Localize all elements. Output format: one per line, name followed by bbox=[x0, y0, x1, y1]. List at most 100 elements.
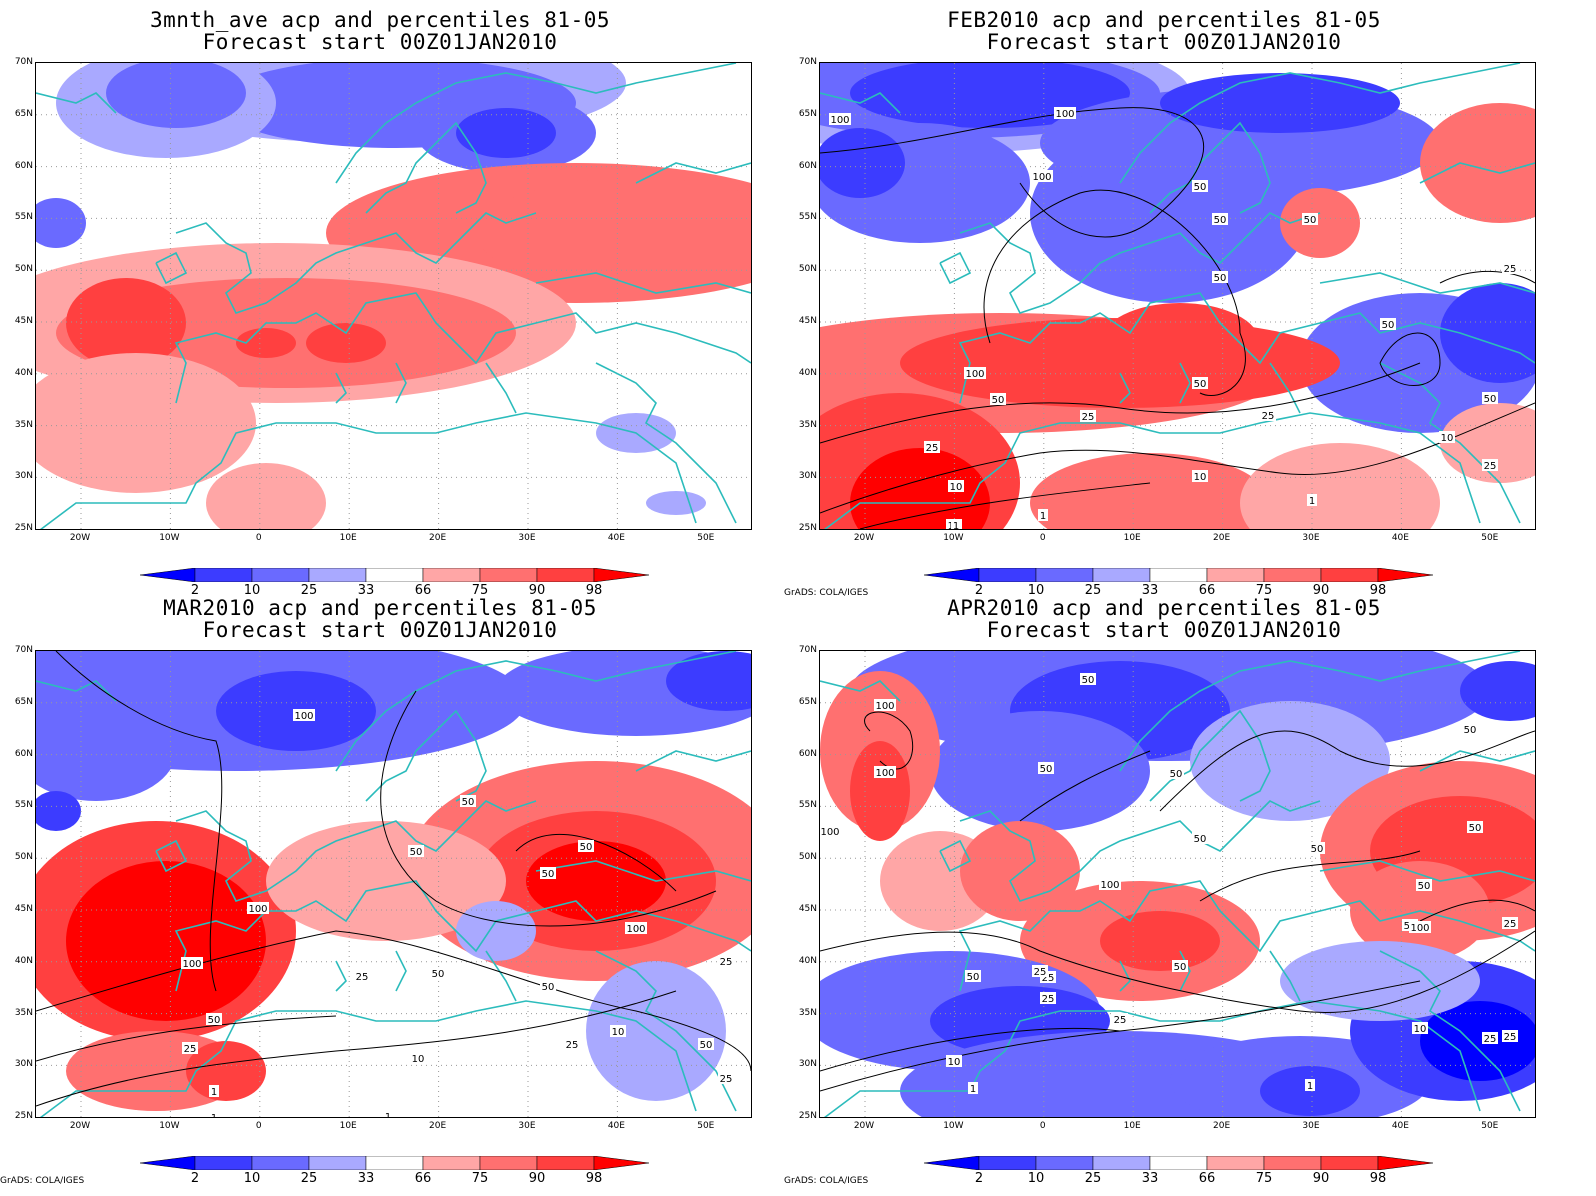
climatology-contours bbox=[820, 711, 1535, 1092]
longitude-label: 0 bbox=[255, 1121, 262, 1131]
latitude-label: 70N bbox=[798, 645, 817, 655]
coastline-path bbox=[40, 1000, 697, 1117]
latitude-label: 55N bbox=[14, 800, 33, 811]
contour-label-bg bbox=[964, 367, 986, 379]
longitude-label: 10E bbox=[339, 533, 357, 543]
shaded-region bbox=[1100, 911, 1220, 971]
coastline-path bbox=[395, 362, 407, 404]
coastline-path bbox=[1179, 950, 1191, 992]
map-plot-area: 100 100 100 50 50 50 50 25 50 100 50 50 25 25 10 10 1 10 2… bbox=[819, 62, 1536, 530]
latitude-label: 45N bbox=[798, 904, 817, 914]
colorbar-segment bbox=[251, 568, 310, 582]
longitude-label: 30E bbox=[518, 1121, 536, 1131]
shaded-region bbox=[66, 278, 186, 368]
longitude-label: 20E bbox=[1213, 1121, 1231, 1131]
contour-line bbox=[820, 362, 1421, 444]
contour-label-bg bbox=[578, 840, 594, 852]
contour-line bbox=[859, 482, 1151, 529]
contour-label: 50 bbox=[432, 969, 445, 980]
colorbar-label: 66 bbox=[1198, 1171, 1216, 1186]
contour-label: 50 bbox=[1194, 379, 1207, 390]
contour-line bbox=[1379, 332, 1441, 386]
contour-label: 50 bbox=[542, 869, 555, 880]
coastline-path bbox=[365, 121, 487, 214]
contour-label: 50 bbox=[967, 972, 980, 983]
contour-label: 100 bbox=[1032, 172, 1051, 183]
contour-line bbox=[55, 651, 223, 992]
longitude-label: 30E bbox=[518, 533, 536, 543]
contour-label: 25 bbox=[1504, 1032, 1517, 1043]
contour-label-bg bbox=[874, 699, 896, 711]
contour-label-bg bbox=[1260, 409, 1276, 421]
contour-label: 50 bbox=[1469, 823, 1482, 834]
contour-line bbox=[1439, 271, 1535, 284]
coastline-path bbox=[1119, 372, 1131, 404]
map-panel-feb2010: FEB2010 acp and percentiles 81-05 Foreca… bbox=[784, 0, 1544, 598]
colorbar-segment bbox=[1149, 568, 1208, 582]
colorbar-segment bbox=[365, 568, 424, 582]
longitude-label: 10E bbox=[1123, 533, 1141, 543]
contour-label-bg bbox=[430, 967, 446, 979]
map-canvas: 100 50 50 50 100 50 100 100 50 50 25 50 25 10 10 25 50 1 1… bbox=[36, 651, 751, 1117]
contour-label: 100 bbox=[820, 827, 839, 838]
panel-title: 3mnth_ave acp and percentiles 81-05 bbox=[149, 8, 610, 32]
latitude-label: 70N bbox=[798, 57, 817, 67]
coastline-path bbox=[175, 800, 537, 902]
colorbar-label: 2 bbox=[190, 583, 200, 598]
panel-subtitle: Forecast start 00Z01JAN2010 bbox=[202, 30, 558, 54]
panel-title: FEB2010 acp and percentiles 81-05 bbox=[947, 8, 1381, 32]
colorbar-label: 90 bbox=[1312, 1171, 1330, 1186]
contour-label: 10 bbox=[412, 1054, 425, 1065]
coastline-path bbox=[1119, 651, 1521, 772]
coastline-path bbox=[958, 292, 1535, 404]
map-panel-mar2010: MAR2010 acp and percentiles 81-05 Foreca… bbox=[0, 588, 760, 1186]
longitude-label: 0 bbox=[1039, 533, 1046, 543]
coastline-path bbox=[820, 680, 901, 702]
map-panel-3month-average: 3mnth_ave acp and percentiles 81-05 Fore… bbox=[0, 0, 760, 598]
shaded-region bbox=[1190, 701, 1390, 821]
contour-label-bg bbox=[1192, 470, 1208, 482]
contour-label: 10 bbox=[612, 1027, 625, 1038]
contour-label: 50 bbox=[1170, 769, 1183, 780]
percentile-shading bbox=[36, 651, 751, 1111]
contour-label-bg bbox=[540, 867, 556, 879]
panel-title: MAR2010 acp and percentiles 81-05 bbox=[163, 596, 597, 620]
contour-label: 50 bbox=[1382, 320, 1395, 331]
longitude-label: 30E bbox=[1302, 1121, 1320, 1131]
colorbar-label: 33 bbox=[357, 1171, 375, 1186]
latitude-label: 50N bbox=[14, 264, 33, 275]
latitude-label: 70N bbox=[14, 57, 33, 67]
contour-label-bg bbox=[948, 480, 964, 492]
latitude-label: 25N bbox=[14, 1111, 33, 1122]
contour-label: 100 bbox=[875, 701, 894, 712]
coastline-path bbox=[1119, 960, 1131, 992]
colorbar-label: 75 bbox=[471, 1171, 489, 1186]
colorbar-label: 2 bbox=[190, 1171, 200, 1186]
latitude-label: 45N bbox=[798, 316, 817, 326]
contour-label-bg bbox=[1502, 262, 1518, 274]
contour-label-bg bbox=[718, 1072, 734, 1084]
contour-label-bg bbox=[990, 393, 1006, 405]
contour-line bbox=[1019, 750, 1151, 822]
contour-line bbox=[820, 402, 1535, 514]
contour-label: 25 bbox=[1034, 967, 1047, 978]
contour-label: 10 bbox=[1414, 1024, 1427, 1035]
colorbar-label: 66 bbox=[414, 1171, 432, 1186]
colorbar-segment bbox=[365, 1156, 424, 1170]
map-canvas: 100 100 100 50 50 50 50 25 50 100 50 50 25 25 10 10 1 10 2… bbox=[820, 63, 1535, 529]
contour-label-bg bbox=[206, 1013, 222, 1025]
colorbar-segment bbox=[479, 568, 538, 582]
colorbar-segment bbox=[194, 568, 253, 582]
longitude-label: 10W bbox=[159, 533, 180, 543]
colorbar-segment bbox=[1092, 1156, 1151, 1170]
contour-label-bg bbox=[1192, 377, 1208, 389]
contour-label-bg bbox=[1412, 1022, 1428, 1034]
contour-label-bg bbox=[209, 1085, 219, 1097]
map-panel-apr2010: APR2010 acp and percentiles 81-05 Foreca… bbox=[784, 588, 1544, 1186]
longitude-label: 0 bbox=[255, 533, 262, 543]
panel-subtitle: Forecast start 00Z01JAN2010 bbox=[202, 618, 558, 642]
colorbar-arrow-left bbox=[140, 1156, 196, 1170]
contour-label-bg bbox=[951, 519, 961, 529]
contour-label: 50 bbox=[1484, 394, 1497, 405]
contour-label-bg bbox=[946, 1055, 962, 1067]
